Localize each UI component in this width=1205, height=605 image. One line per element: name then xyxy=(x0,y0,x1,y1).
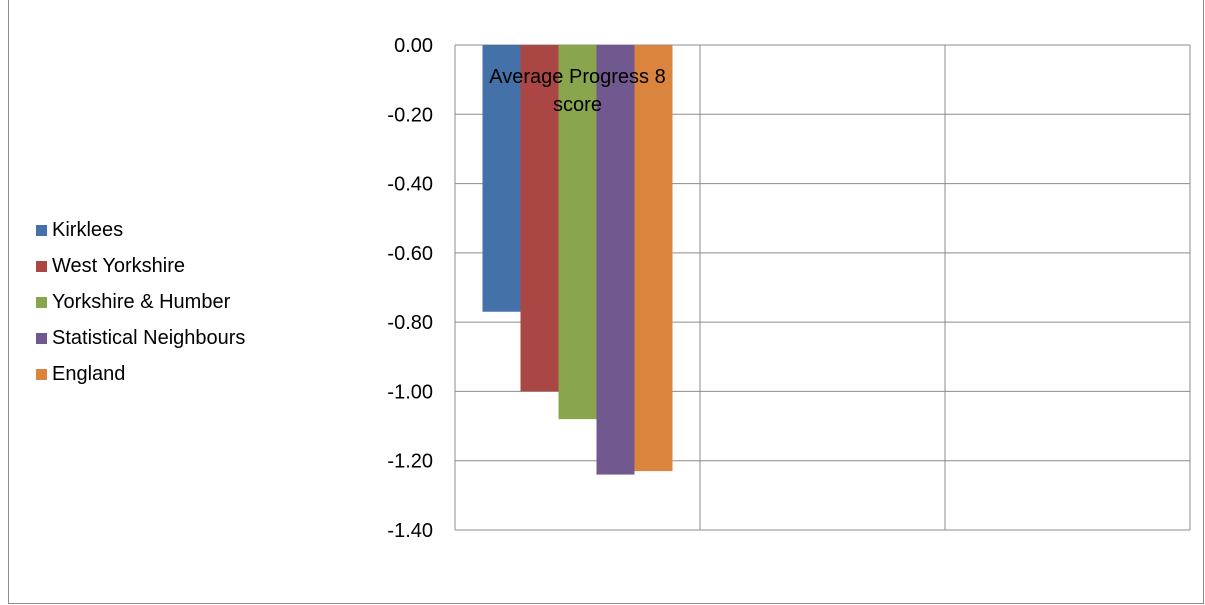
bar-yorkshire-humber xyxy=(558,45,597,420)
legend-swatch xyxy=(36,260,47,272)
y-tick-label: -0.40 xyxy=(387,174,433,196)
y-tick-label: -1.00 xyxy=(387,381,433,403)
bar-kirklees xyxy=(482,45,521,312)
category-label: Average Progress 8 xyxy=(489,66,665,88)
y-tick-label: -1.40 xyxy=(387,520,433,542)
legend: Kirklees West Yorkshire Yorkshire & Humb… xyxy=(36,212,245,392)
legend-swatch xyxy=(36,332,47,344)
legend-label: Yorkshire & Humber xyxy=(52,290,231,313)
bar-statistical-neighbours xyxy=(596,45,635,475)
legend-label: Kirklees xyxy=(52,218,124,241)
y-tick-label: 0.00 xyxy=(394,35,433,57)
y-tick-label: -0.80 xyxy=(387,312,433,334)
bar-england xyxy=(634,45,673,472)
bar-west-yorkshire xyxy=(520,45,559,392)
legend-item-england: England xyxy=(36,356,245,392)
legend-item-statistical-neighbours: Statistical Neighbours xyxy=(36,320,245,356)
legend-item-kirklees: Kirklees xyxy=(36,212,245,248)
y-tick-label: -0.60 xyxy=(387,243,433,265)
legend-item-west-yorkshire: West Yorkshire xyxy=(36,248,245,284)
legend-item-yorkshire-humber: Yorkshire & Humber xyxy=(36,284,245,320)
legend-label: West Yorkshire xyxy=(52,254,186,277)
category-label: score xyxy=(553,94,602,116)
legend-swatch xyxy=(36,224,47,236)
y-tick-label: -1.20 xyxy=(387,451,433,473)
legend-swatch xyxy=(36,296,47,308)
legend-label: England xyxy=(52,362,126,385)
legend-swatch xyxy=(36,368,47,380)
legend-label: Statistical Neighbours xyxy=(52,326,246,349)
y-tick-label: -0.20 xyxy=(387,104,433,126)
